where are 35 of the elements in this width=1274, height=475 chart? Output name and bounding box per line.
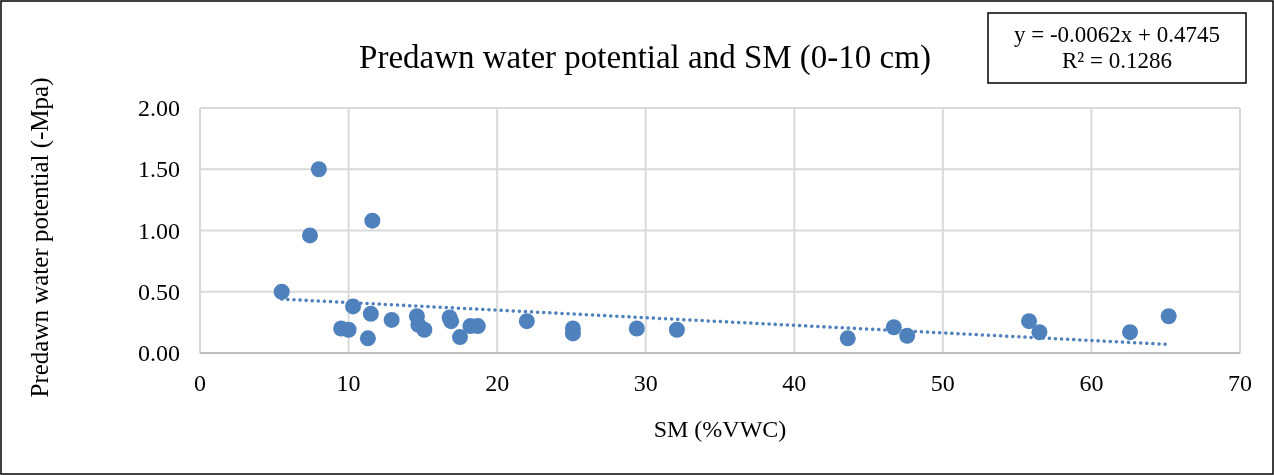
x-tick-label: 50 bbox=[930, 370, 955, 396]
x-tick-label: 70 bbox=[1228, 370, 1252, 396]
point bbox=[1160, 308, 1177, 325]
y-tick-label: 0.00 bbox=[138, 340, 180, 366]
text: y = -0.0062x + 0.4745 R² = 0.1286 bbox=[1013, 22, 1221, 73]
point bbox=[668, 321, 685, 338]
point bbox=[301, 227, 318, 244]
y-tick-label: 1.00 bbox=[138, 217, 180, 244]
point bbox=[383, 311, 400, 328]
point bbox=[518, 313, 535, 330]
point bbox=[899, 327, 916, 344]
point bbox=[364, 212, 381, 229]
y-tick-label: 1.50 bbox=[138, 156, 180, 183]
y-tick-label: 2.00 bbox=[138, 95, 180, 121]
x-tick-label: 10 bbox=[336, 370, 361, 396]
point bbox=[310, 161, 327, 178]
point bbox=[452, 329, 468, 346]
point bbox=[1122, 324, 1139, 341]
point bbox=[839, 330, 856, 347]
point bbox=[359, 330, 376, 347]
chart-title: Predawn water potential and SM (0-10 cm) bbox=[359, 39, 931, 76]
x-tick-label: 40 bbox=[782, 370, 807, 396]
x-tick-label: 0 bbox=[194, 370, 206, 396]
point bbox=[273, 283, 290, 300]
x-axis-title: SM (%VWC) bbox=[653, 416, 787, 442]
x-tick-label: 60 bbox=[1079, 370, 1104, 396]
y-axis-title: Predawn water potential (-Mpa) bbox=[26, 77, 54, 398]
point bbox=[1021, 313, 1038, 330]
point bbox=[416, 321, 433, 338]
point bbox=[628, 320, 645, 337]
x-tick-label: 30 bbox=[633, 370, 658, 396]
point bbox=[443, 313, 460, 330]
x-tick-label: 20 bbox=[485, 370, 510, 396]
y-tick-label: 0.50 bbox=[138, 278, 180, 305]
point bbox=[362, 305, 379, 322]
